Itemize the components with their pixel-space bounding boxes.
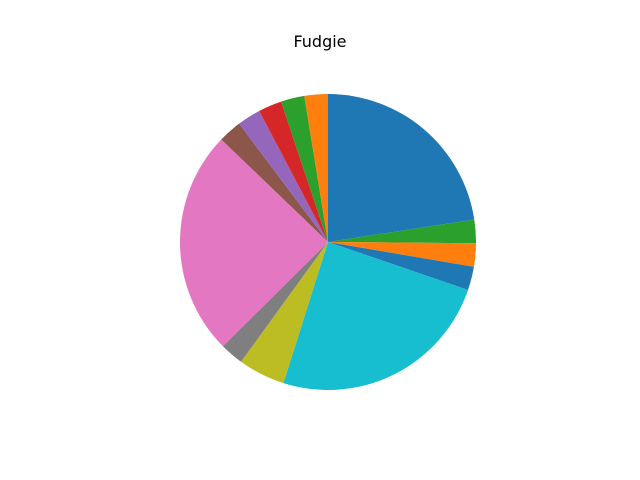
pie-slice-9 <box>221 123 328 242</box>
pie-slice-7 <box>222 242 328 362</box>
pie-slice-2 <box>328 219 477 244</box>
pie-slice-12 <box>281 95 328 242</box>
pie-slice-11 <box>259 101 328 243</box>
pie-slice-6 <box>241 242 328 384</box>
pie-slice-4 <box>328 242 474 290</box>
pie-slice-10 <box>239 110 328 242</box>
pie-slice-5 <box>283 242 468 391</box>
pie-slice-3 <box>328 242 476 267</box>
pie-slice-13 <box>304 94 328 242</box>
chart-title: Fudgie <box>293 32 347 51</box>
pie-slice-1 <box>328 94 475 242</box>
pie-slice-8 <box>180 139 328 347</box>
